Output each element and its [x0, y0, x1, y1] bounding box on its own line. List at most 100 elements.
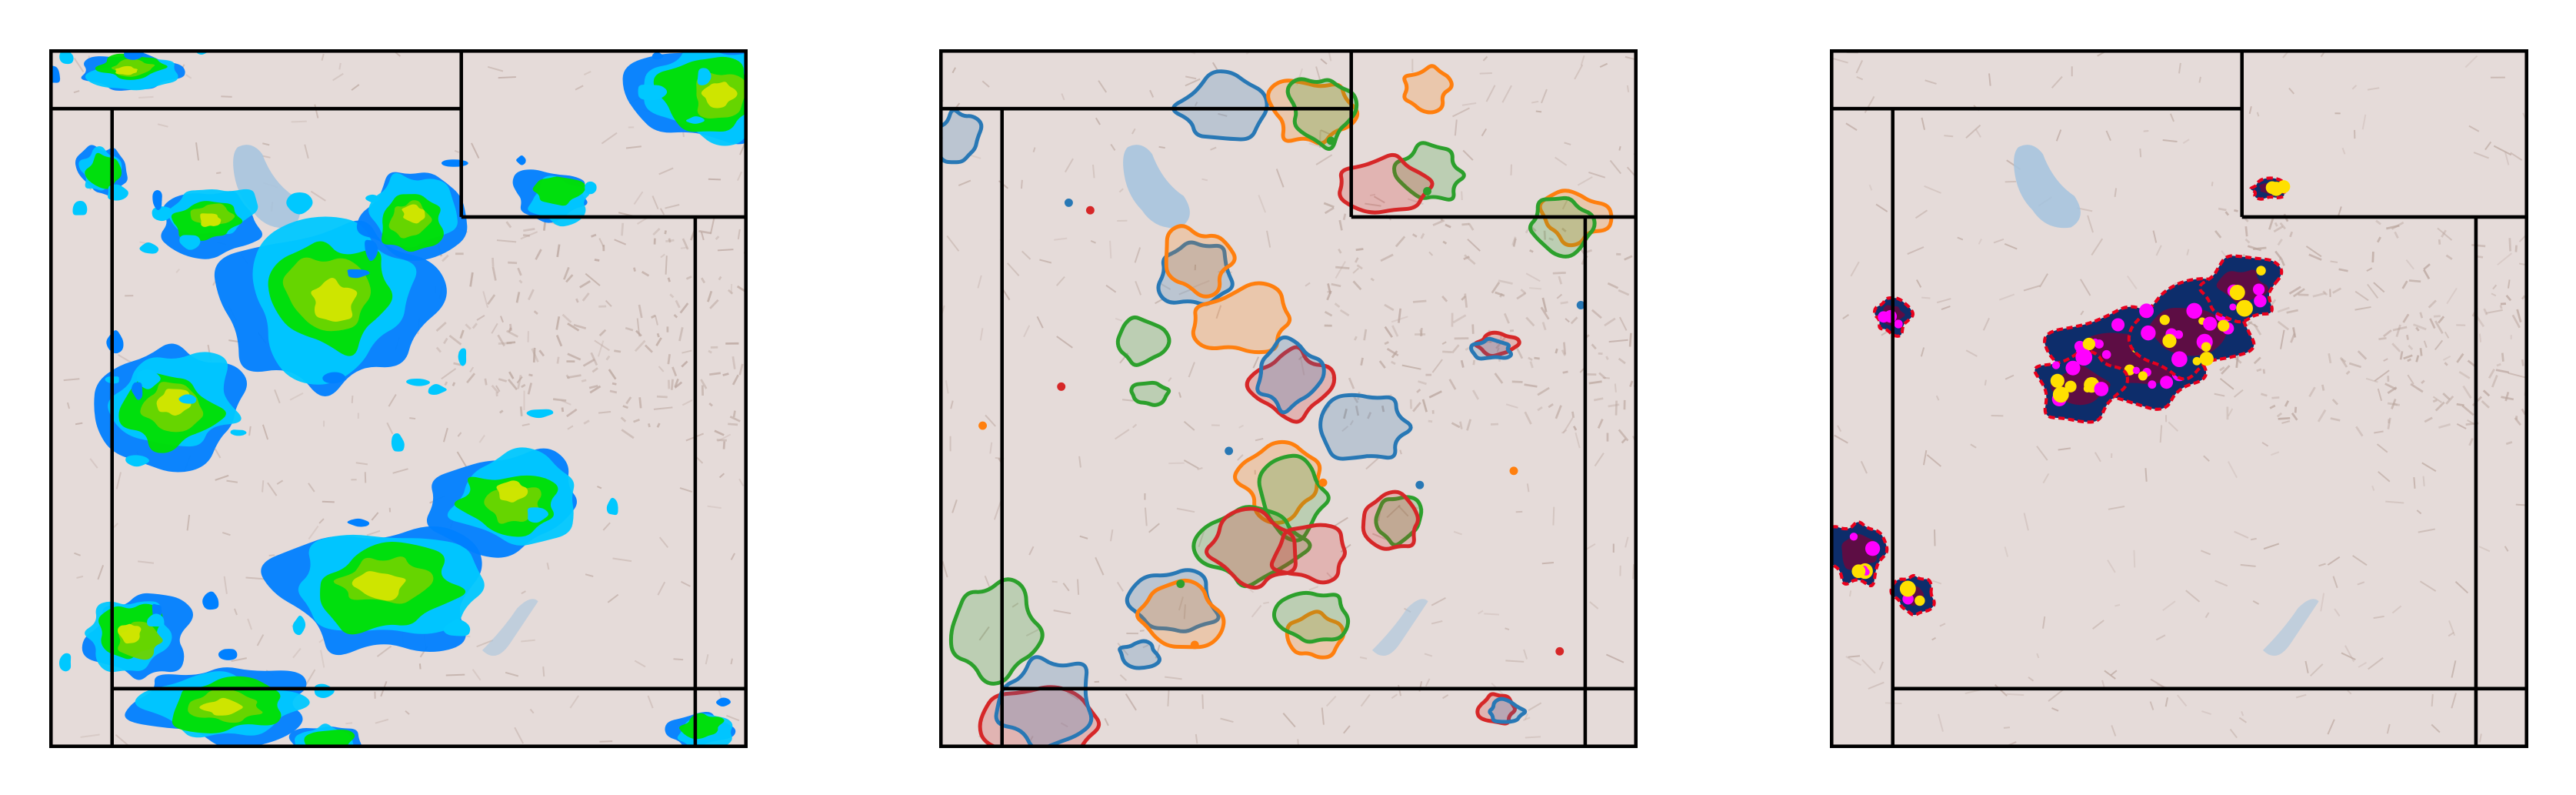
mountain-relief-stroke — [665, 230, 666, 234]
relief-stroke — [2432, 694, 2433, 706]
panel-ensemble-contours — [939, 49, 1638, 748]
object-point — [2141, 326, 2155, 340]
object-point — [2193, 357, 2201, 366]
mountain-relief-stroke — [2401, 351, 2402, 359]
ensemble-point — [1176, 580, 1185, 588]
mountain-relief-stroke — [634, 268, 635, 272]
object-point — [2236, 300, 2253, 317]
mountain-relief-stroke — [2477, 256, 2483, 257]
object-point — [2201, 342, 2211, 352]
relief-stroke — [543, 666, 544, 676]
relief-stroke — [1484, 613, 1499, 614]
mountain-relief-stroke — [1344, 214, 1345, 220]
ensemble-point — [978, 422, 987, 430]
object-point — [2256, 266, 2266, 276]
mountain-relief-stroke — [2253, 248, 2266, 249]
relief-stroke — [600, 741, 613, 742]
object-point — [2052, 376, 2061, 384]
mountain-relief-stroke — [648, 423, 649, 427]
mountain-relief-stroke — [1428, 421, 1432, 422]
relief-stroke — [1529, 288, 1541, 289]
relief-stroke — [2140, 149, 2141, 157]
mountain-relief-stroke — [2502, 353, 2503, 362]
relief-stroke — [1553, 507, 1554, 526]
relief-stroke — [1850, 590, 1851, 596]
object-point — [2094, 382, 2108, 396]
object-point — [1878, 311, 1889, 322]
mountain-relief-stroke — [1473, 324, 1474, 333]
relief-stroke — [216, 172, 221, 173]
mountain-relief-stroke — [2271, 397, 2279, 398]
mountain-relief-stroke — [582, 380, 586, 381]
relief-stroke — [138, 97, 153, 98]
relief-stroke — [420, 663, 421, 669]
relief-stroke — [2480, 334, 2481, 342]
relief-stroke — [1615, 384, 1616, 392]
object-point — [2171, 351, 2188, 367]
mountain-relief-stroke — [671, 379, 672, 390]
object-point — [2229, 303, 2236, 310]
ensemble-contour — [1131, 382, 1169, 405]
mountain-relief-stroke — [528, 375, 532, 376]
mountain-relief-stroke — [1572, 412, 1573, 418]
relief-stroke — [1921, 298, 1930, 299]
relief-stroke — [322, 502, 335, 503]
ensemble-point — [1319, 479, 1328, 487]
ensemble-point — [1510, 466, 1518, 475]
mountain-relief-stroke — [2471, 245, 2485, 246]
relief-stroke — [1633, 564, 1634, 579]
object-point — [1865, 541, 1880, 556]
object-point — [2138, 371, 2148, 380]
mountain-relief-stroke — [453, 382, 455, 386]
ensemble-point — [1191, 641, 1199, 650]
relief-stroke — [1159, 147, 1165, 148]
relief-stroke — [1944, 135, 1953, 136]
relief-stroke — [1021, 180, 1022, 189]
mountain-relief-stroke — [1361, 358, 1363, 366]
mountain-relief-stroke — [724, 442, 725, 449]
mountain-relief-stroke — [734, 411, 735, 418]
ensemble-point — [1065, 199, 1073, 207]
mountain-relief-stroke — [1606, 356, 1608, 359]
relief-stroke — [1202, 694, 1203, 709]
mountain-relief-stroke — [1556, 349, 1558, 353]
ensemble-point — [1086, 206, 1095, 215]
relief-stroke — [339, 63, 340, 69]
object-point — [2148, 380, 2156, 389]
object-point — [2052, 361, 2060, 369]
mountain-relief-stroke — [595, 259, 599, 260]
mountain-relief-stroke — [1460, 422, 1461, 429]
object-point — [2253, 283, 2264, 295]
relief-stroke — [2144, 131, 2149, 132]
object-point — [1851, 564, 1865, 578]
mountain-relief-stroke — [508, 262, 517, 263]
object-point — [2083, 338, 2095, 350]
object-point — [2186, 303, 2202, 319]
relief-stroke — [1619, 146, 1620, 150]
mountain-relief-stroke — [492, 258, 493, 266]
mountain-relief-stroke — [669, 239, 670, 242]
mountain-relief-stroke — [610, 391, 617, 392]
object-point — [2102, 350, 2111, 359]
mountain-relief-stroke — [2407, 335, 2408, 339]
mountain-relief-stroke — [2439, 239, 2440, 245]
mountain-relief-stroke — [534, 348, 535, 362]
object-point — [1894, 319, 1902, 328]
ensemble-point — [1555, 647, 1564, 656]
object-point — [2230, 285, 2245, 300]
object-point — [2218, 320, 2229, 332]
mountain-relief-stroke — [2295, 407, 2296, 413]
object-point — [1900, 581, 1916, 597]
mountain-relief-stroke — [2434, 316, 2441, 317]
mountain-relief-stroke — [2218, 209, 2226, 210]
mountain-relief-stroke — [2501, 306, 2502, 309]
mountain-relief-stroke — [612, 383, 616, 384]
object-point — [1850, 533, 1858, 540]
mountain-relief-stroke — [1553, 272, 1566, 273]
ensemble-point — [1057, 382, 1065, 391]
mountain-relief-stroke — [576, 299, 578, 302]
mountain-relief-stroke — [2278, 418, 2291, 419]
relief-stroke — [2145, 468, 2146, 482]
relief-stroke — [708, 179, 721, 180]
mountain-relief-stroke — [2522, 359, 2523, 366]
